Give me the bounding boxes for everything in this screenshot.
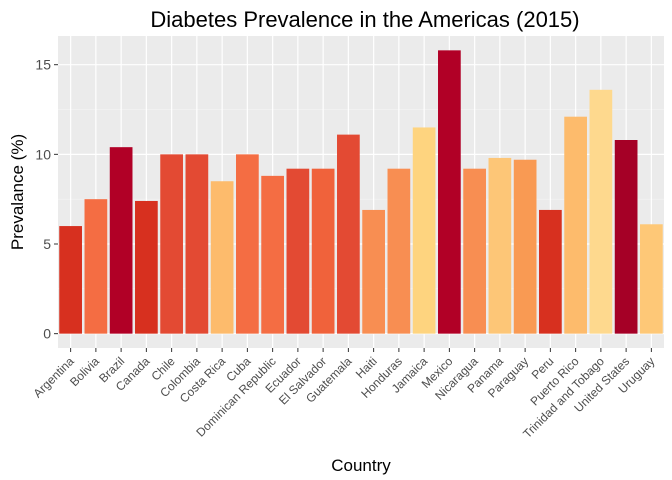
bar-panama [488,157,512,334]
bar-chile [160,154,183,334]
y-tick-label: 0 [43,326,51,342]
bar-bolivia [84,199,108,334]
bar-trinidad-and-tobago [589,89,613,334]
bar-paraguay [513,159,537,334]
bar-dominican-republic [261,175,284,334]
bar-haiti [362,209,385,334]
x-axis-title: Country [331,456,391,475]
bar-ecuador [286,168,310,334]
plot-background [58,36,664,348]
bar-costa-rica [210,181,234,334]
bar-jamaica [412,127,436,334]
bar-mexico [438,50,461,334]
chart-title: Diabetes Prevalence in the Americas (201… [150,7,579,32]
y-tick-label: 15 [35,57,51,73]
y-axis-title: Prevalance (%) [8,134,27,250]
bar-brazil [109,147,133,334]
bar-united-states [614,140,638,334]
bar-colombia [185,154,209,334]
bar-puerto-rico [564,116,587,334]
bar-el-salvador [311,168,335,334]
y-axis-ticks: 0 5 10 15 [35,57,58,342]
y-tick-label: 5 [43,236,51,252]
bar-argentina [59,226,82,334]
bar-honduras [387,168,411,334]
x-tick-label: Bolivia [67,354,102,389]
bars [59,50,663,334]
bar-uruguay [640,224,663,334]
bar-cuba [236,154,259,334]
x-axis-ticks: ArgentinaBoliviaBrazilCanadaChileColombi… [31,348,657,441]
bar-guatemala [337,134,360,334]
bar-canada [135,200,158,334]
bar-peru [539,209,562,334]
bar-nicaragua [463,168,486,334]
y-tick-label: 10 [35,146,51,162]
